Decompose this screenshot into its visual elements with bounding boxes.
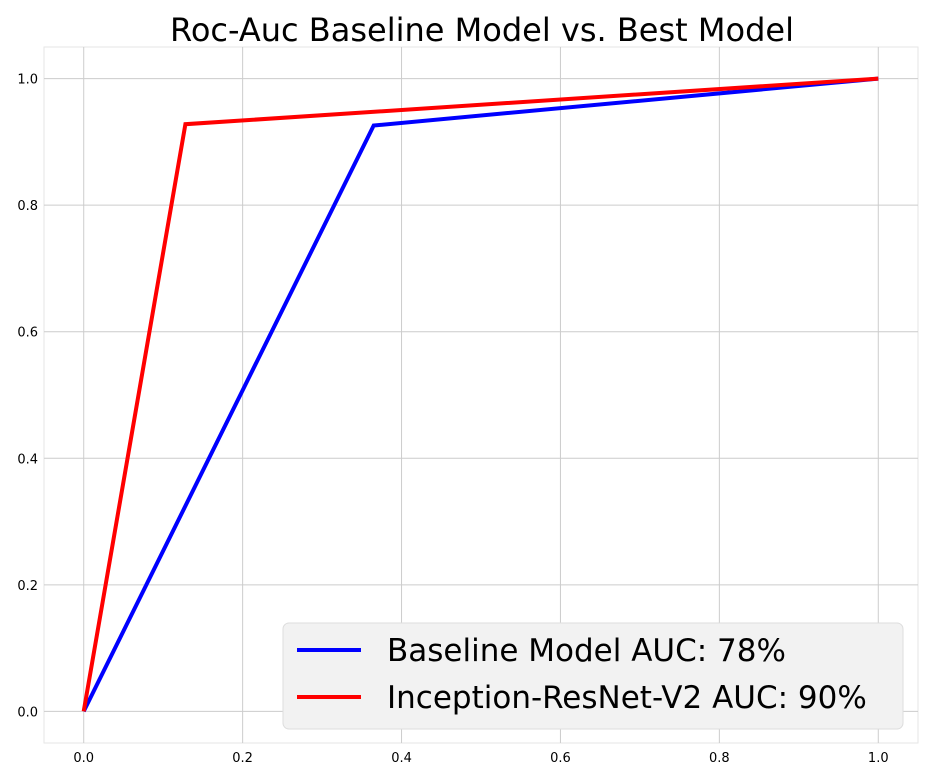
y-tick-label: 0.6 [17, 326, 38, 341]
x-axis-ticks: 0.0 0.2 0.4 0.6 0.8 1.0 [73, 751, 888, 766]
legend-label-1: Inception-ResNet-V2 AUC: 90% [387, 680, 867, 716]
chart-title: Roc-Auc Baseline Model vs. Best Model [170, 11, 794, 49]
series-line-0 [81, 76, 879, 713]
y-tick-label: 0.0 [17, 705, 38, 720]
x-tick-label: 1.0 [868, 751, 889, 766]
legend-box [282, 622, 904, 730]
y-tick-label: 1.0 [17, 73, 38, 88]
x-tick-label: 0.0 [73, 751, 94, 766]
x-tick-label: 0.6 [550, 751, 571, 766]
y-tick-label: 0.8 [17, 199, 38, 214]
y-axis-ticks: 0.0 0.2 0.4 0.6 0.8 1.0 [17, 73, 38, 721]
legend: Baseline Model AUC: 78% Inception-ResNet-… [282, 622, 904, 730]
series-lines [81, 76, 879, 713]
x-tick-label: 0.8 [709, 751, 730, 766]
x-tick-label: 0.2 [232, 751, 253, 766]
x-tick-label: 0.4 [391, 751, 412, 766]
y-tick-label: 0.2 [17, 579, 38, 594]
y-tick-label: 0.4 [17, 452, 38, 467]
legend-label-0: Baseline Model AUC: 78% [387, 633, 786, 669]
series-line-1 [81, 76, 879, 712]
